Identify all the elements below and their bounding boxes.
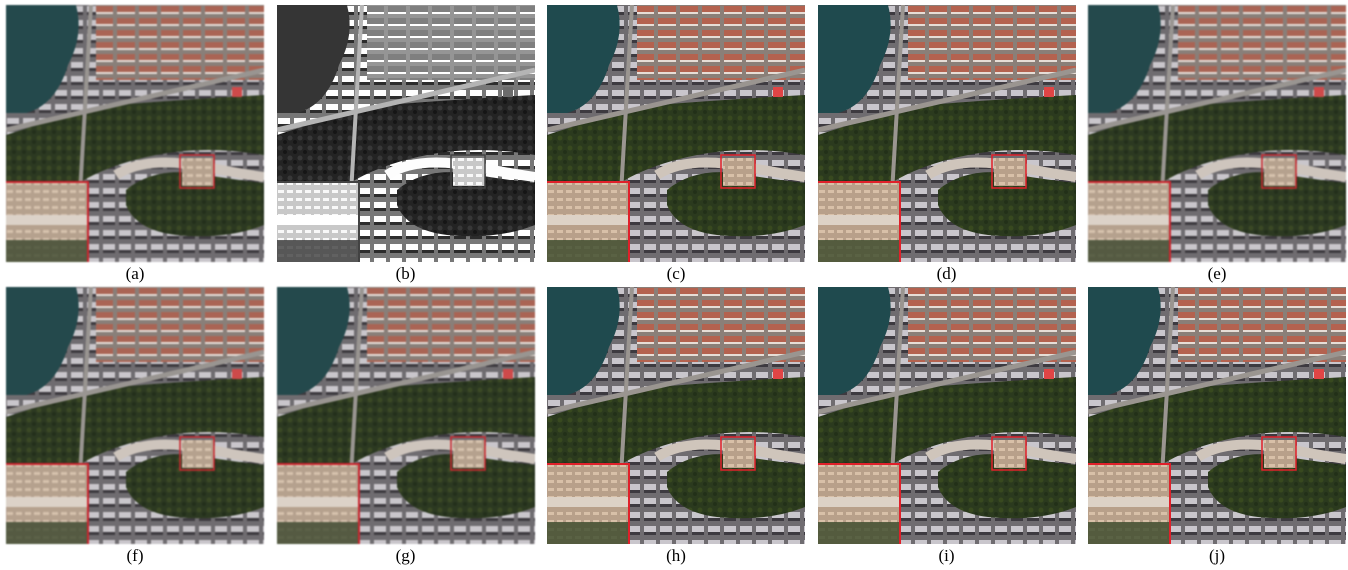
satellite-image <box>1088 287 1346 544</box>
panel: (j) <box>1088 287 1346 567</box>
image-content <box>6 287 264 544</box>
panel: (i) <box>818 287 1076 567</box>
panel-label: (d) <box>937 262 957 285</box>
panel-label: (g) <box>396 544 416 567</box>
panel-label: (c) <box>667 262 686 285</box>
image-content <box>6 5 264 262</box>
image-content <box>547 5 805 262</box>
panel: (b) <box>277 5 535 285</box>
panel: (c) <box>547 5 805 285</box>
panel-label: (b) <box>396 262 416 285</box>
panel: (f) <box>6 287 264 567</box>
panel-label: (f) <box>127 544 144 567</box>
satellite-image <box>818 287 1076 544</box>
image-content <box>277 5 535 262</box>
satellite-image <box>6 5 264 262</box>
satellite-image <box>547 287 805 544</box>
satellite-image <box>277 5 535 262</box>
image-content <box>1088 287 1346 544</box>
satellite-image <box>547 5 805 262</box>
page: (a)(b)(c)(d)(e)(f)(g)(h)(i)(j) (() => { … <box>0 0 1348 570</box>
satellite-image <box>277 287 535 544</box>
panel: (e) <box>1088 5 1346 285</box>
panel: (a) <box>6 5 264 285</box>
satellite-image <box>1088 5 1346 262</box>
satellite-image <box>6 287 264 544</box>
image-content <box>818 5 1076 262</box>
panel-label: (j) <box>1209 544 1225 567</box>
panel-label: (e) <box>1208 262 1227 285</box>
image-content <box>818 287 1076 544</box>
figure-grid: (a) (b) (c) (d) (e) (f) (g) (h) (i) (j) <box>6 5 1346 567</box>
panel-label: (h) <box>666 544 686 567</box>
panel: (g) <box>277 287 535 567</box>
image-content <box>547 287 805 544</box>
panel-label: (i) <box>938 544 954 567</box>
satellite-image <box>818 5 1076 262</box>
image-content <box>1088 5 1346 262</box>
panel: (h) <box>547 287 805 567</box>
image-content <box>277 287 535 544</box>
panel: (d) <box>818 5 1076 285</box>
panel-label: (a) <box>126 262 145 285</box>
